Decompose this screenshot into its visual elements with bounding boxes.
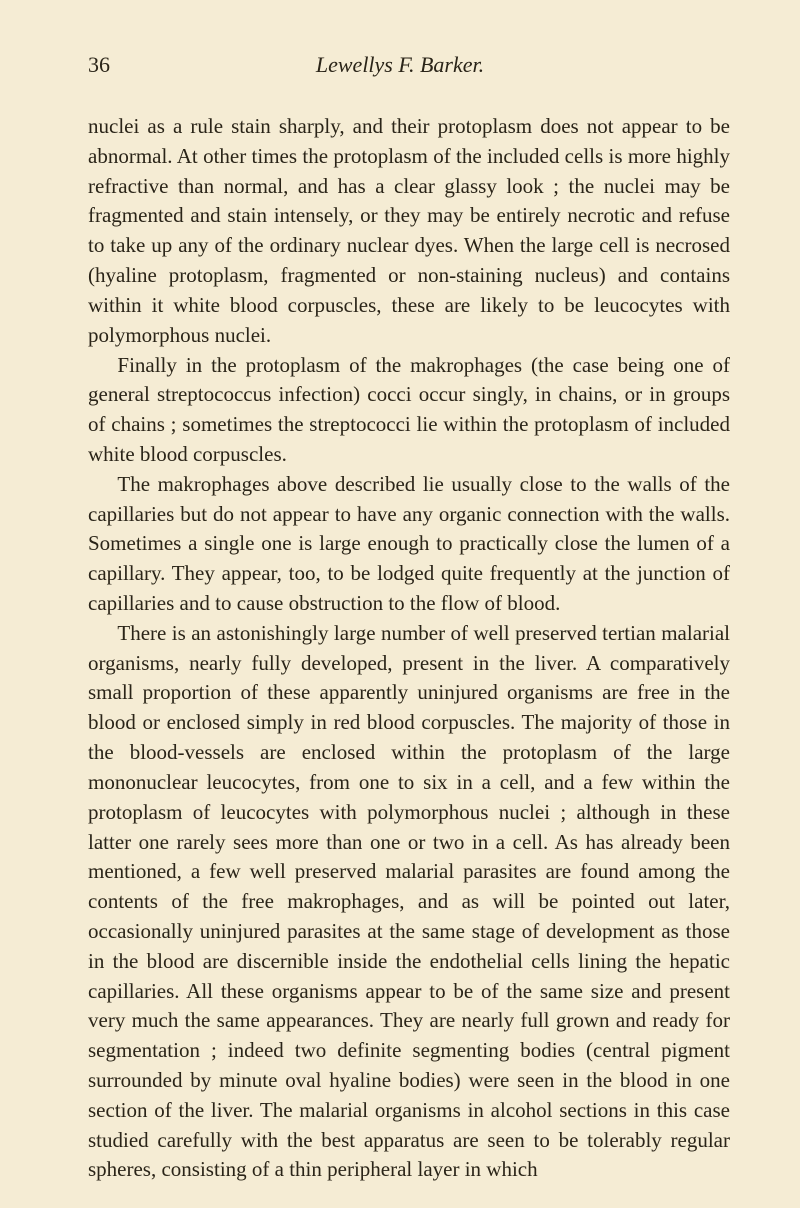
paragraph-1: nuclei as a rule stain sharply, and thei… [88, 112, 730, 351]
paragraph-2: Finally in the protoplasm of the makroph… [88, 351, 730, 470]
paragraph-4: There is an astonishingly large number o… [88, 619, 730, 1185]
running-title: Lewellys F. Barker. [70, 52, 730, 78]
paragraph-3: The makrophages above described lie usua… [88, 470, 730, 619]
page-container: 36 Lewellys F. Barker. nuclei as a rule … [0, 0, 800, 1208]
body-text: nuclei as a rule stain sharply, and thei… [88, 112, 730, 1185]
page-header: 36 Lewellys F. Barker. [88, 52, 730, 78]
